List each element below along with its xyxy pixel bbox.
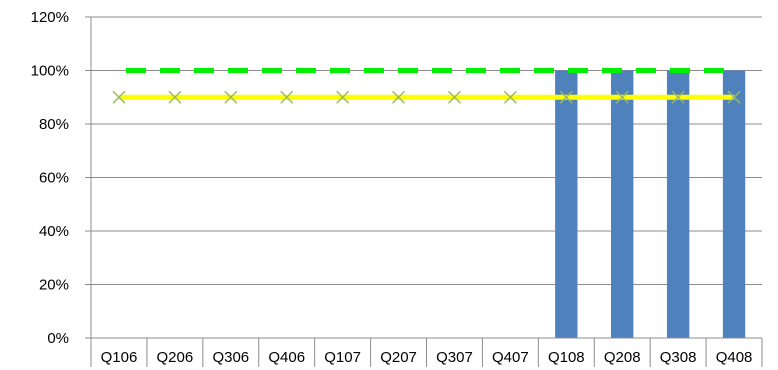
x-marker xyxy=(727,90,741,104)
x-marker xyxy=(224,90,238,104)
x-marker xyxy=(447,90,461,104)
y-tick-label: 80% xyxy=(39,116,69,133)
x-tick-label: Q208 xyxy=(604,349,641,366)
bar xyxy=(666,70,690,338)
x-tick-label: Q206 xyxy=(157,349,194,366)
x-marker-stroke xyxy=(727,90,741,104)
x-tick-label: Q107 xyxy=(324,349,361,366)
y-tick-label: 40% xyxy=(39,223,69,240)
x-tick-label: Q106 xyxy=(101,349,138,366)
x-marker xyxy=(280,90,294,104)
bar-series xyxy=(555,70,746,338)
x-marker xyxy=(168,90,182,104)
x-marker-stroke xyxy=(168,90,182,104)
x-marker xyxy=(336,90,350,104)
x-tick-label: Q407 xyxy=(492,349,529,366)
x-marker-stroke xyxy=(336,90,350,104)
gridlines xyxy=(91,16,762,285)
x-tick-label: Q408 xyxy=(716,349,753,366)
x-tick-label: Q308 xyxy=(660,349,697,366)
x-marker xyxy=(392,90,406,104)
x-marker xyxy=(615,90,629,104)
x-marker-stroke xyxy=(559,90,573,104)
x-tick-label: Q108 xyxy=(548,349,585,366)
x-tick-label: Q406 xyxy=(268,349,305,366)
x-marker-stroke xyxy=(224,90,238,104)
y-tick-label: 0% xyxy=(47,330,69,347)
y-tick-label: 20% xyxy=(39,277,69,294)
bar xyxy=(611,70,634,338)
x-marker xyxy=(671,90,685,104)
x-marker xyxy=(503,90,517,104)
y-tick-label: 120% xyxy=(31,9,69,26)
x-marker xyxy=(559,90,573,104)
x-marker-stroke xyxy=(615,90,629,104)
x-marker-stroke xyxy=(392,90,406,104)
bar xyxy=(555,70,578,338)
x-marker-stroke xyxy=(671,90,685,104)
x-tick-label: Q306 xyxy=(212,349,249,366)
x-marker-stroke xyxy=(447,90,461,104)
y-tick-label: 60% xyxy=(39,170,69,187)
x-tick-label: Q307 xyxy=(436,349,473,366)
x-marker-stroke xyxy=(503,90,517,104)
x-marker xyxy=(112,90,126,104)
x-axis-ticks: Q106 Q206 Q306 Q406 Q107 Q207 Q307 Q407 Q108 Q208… xyxy=(101,349,753,366)
x-marker-stroke xyxy=(112,90,126,104)
line-series xyxy=(112,68,741,104)
x-marker-stroke xyxy=(280,90,294,104)
y-tick-label: 100% xyxy=(31,63,69,80)
bar xyxy=(722,70,746,338)
y-axis-ticks: 0% 20% 40% 60% 80% 100% 120% xyxy=(31,9,69,347)
axes xyxy=(85,16,763,367)
x-tick-label: Q207 xyxy=(380,349,417,366)
